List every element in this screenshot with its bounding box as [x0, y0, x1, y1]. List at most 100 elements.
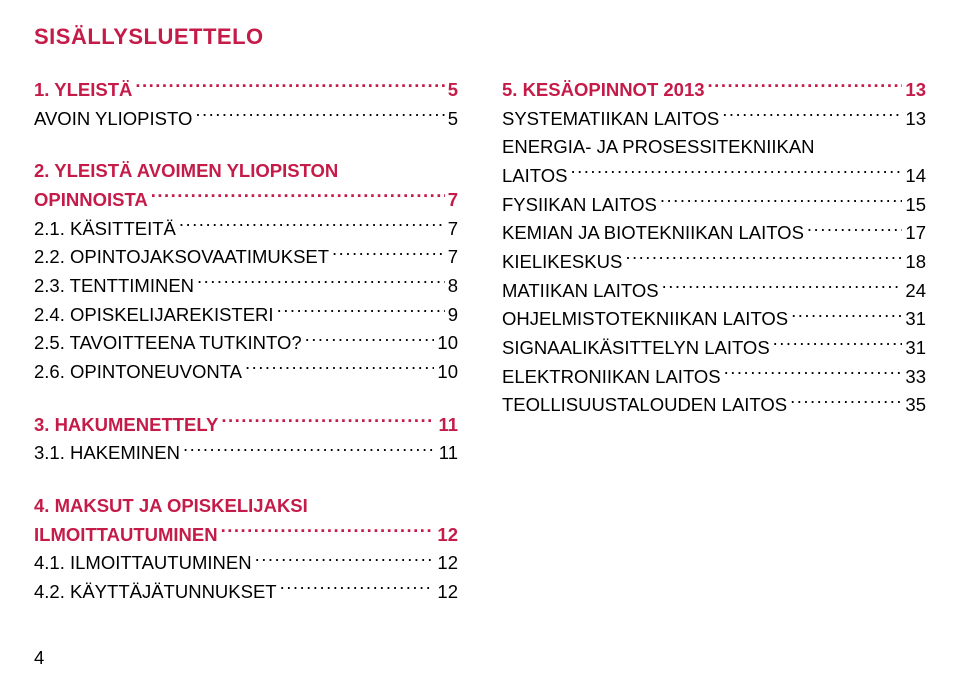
toc-entry: 3.1. HAKEMINEN 11 — [34, 439, 458, 468]
toc-entry: ENERGIA- JA PROSESSITEKNIIKAN LAITOS 14 — [502, 133, 926, 190]
toc-leader — [791, 307, 902, 326]
toc-entry-label: 3.1. HAKEMINEN — [34, 439, 180, 468]
toc-leader — [773, 336, 903, 355]
toc-entry: 3. HAKUMENETTELY 11 — [34, 411, 458, 440]
toc-entry-label: SIGNAALIKÄSITTELYN LAITOS — [502, 334, 770, 363]
toc-leader — [255, 551, 435, 570]
toc-entry-page: 35 — [905, 391, 926, 420]
toc-entry-label: 2.3. TENTTIMINEN — [34, 272, 194, 301]
toc-leader — [332, 245, 445, 264]
toc-entry: FYSIIKAN LAITOS 15 — [502, 191, 926, 220]
toc-entry-page: 7 — [448, 186, 458, 215]
toc-entry: OHJELMISTOTEKNIIKAN LAITOS 31 — [502, 305, 926, 334]
toc-entry-page: 12 — [437, 521, 458, 550]
toc-entry-label-line1: ENERGIA- JA PROSESSITEKNIIKAN — [502, 133, 926, 162]
toc-entry: KEMIAN JA BIOTEKNIIKAN LAITOS 17 — [502, 219, 926, 248]
toc-entry-label-line2: LAITOS — [502, 162, 567, 191]
toc-entry-page: 7 — [448, 243, 458, 272]
toc-entry-label: ELEKTRONIIKAN LAITOS — [502, 363, 721, 392]
toc-entry-label: 2.1. KÄSITTEITÄ — [34, 215, 176, 244]
toc-title: SISÄLLYSLUETTELO — [34, 24, 926, 50]
toc-entry: 2.4. OPISKELIJAREKISTERI 9 — [34, 301, 458, 330]
toc-entry: 2.2. OPINTOJAKSOVAATIMUKSET 7 — [34, 243, 458, 272]
toc-leader — [197, 274, 445, 293]
toc-entry: AVOIN YLIOPISTO 5 — [34, 105, 458, 134]
toc-leader — [708, 78, 903, 97]
toc-entry: ELEKTRONIIKAN LAITOS 33 — [502, 363, 926, 392]
toc-entry: 4.2. KÄYTTÄJÄTUNNUKSET 12 — [34, 578, 458, 607]
toc-left-column: 1. YLEISTÄ 5 AVOIN YLIOPISTO 5 2. YLEIST… — [34, 76, 458, 607]
toc-entry-page: 18 — [905, 248, 926, 277]
toc-leader — [245, 360, 434, 379]
toc-entry: KIELIKESKUS 18 — [502, 248, 926, 277]
toc-entry: SIGNAALIKÄSITTELYN LAITOS 31 — [502, 334, 926, 363]
toc-leader — [135, 78, 444, 97]
toc-entry: MATIIKAN LAITOS 24 — [502, 277, 926, 306]
toc-entry-page: 24 — [905, 277, 926, 306]
toc-entry: 2. YLEISTÄ AVOIMEN YLIOPISTON OPINNOISTA… — [34, 157, 458, 214]
toc-leader — [660, 192, 903, 211]
toc-entry-page: 17 — [905, 219, 926, 248]
toc-entry-label: 2.6. OPINTONEUVONTA — [34, 358, 242, 387]
toc-leader — [280, 580, 435, 599]
toc-leader — [724, 364, 903, 383]
toc-entry: 2.6. OPINTONEUVONTA 10 — [34, 358, 458, 387]
toc-entry-page: 12 — [437, 549, 458, 578]
toc-entry-page: 11 — [438, 411, 458, 440]
toc-entry-label-line1: 4. MAKSUT JA OPISKELIJAKSI — [34, 492, 458, 521]
toc-entry-label-line2: OPINNOISTA — [34, 186, 148, 215]
toc-entry-page: 5 — [448, 76, 458, 105]
toc-entry-label-line2: ILMOITTAUTUMINEN — [34, 521, 218, 550]
page-number: 4 — [34, 647, 44, 669]
toc-entry: 2.3. TENTTIMINEN 8 — [34, 272, 458, 301]
toc-entry-page: 31 — [905, 334, 926, 363]
toc-leader — [305, 331, 435, 350]
toc-entry-label: FYSIIKAN LAITOS — [502, 191, 657, 220]
toc-entry-label: KIELIKESKUS — [502, 248, 622, 277]
toc-leader — [221, 522, 435, 541]
toc-leader — [625, 250, 902, 269]
toc-entry: TEOLLISUUSTALOUDEN LAITOS 35 — [502, 391, 926, 420]
toc-entry-page: 15 — [905, 191, 926, 220]
toc-entry-page: 8 — [448, 272, 458, 301]
toc-entry: 5. KESÄOPINNOT 2013 13 — [502, 76, 926, 105]
toc-entry: 2.5. TAVOITTEENA TUTKINTO? 10 — [34, 329, 458, 358]
toc-entry: 4. MAKSUT JA OPISKELIJAKSI ILMOITTAUTUMI… — [34, 492, 458, 549]
toc-entry-label-line1: 2. YLEISTÄ AVOIMEN YLIOPISTON — [34, 157, 458, 186]
toc-leader — [722, 106, 902, 125]
toc-entry-label: 5. KESÄOPINNOT 2013 — [502, 76, 705, 105]
toc-columns: 1. YLEISTÄ 5 AVOIN YLIOPISTO 5 2. YLEIST… — [34, 76, 926, 607]
toc-entry-page: 14 — [905, 162, 926, 191]
toc-entry-label: 3. HAKUMENETTELY — [34, 411, 218, 440]
toc-entry-page: 31 — [905, 305, 926, 334]
toc-entry-label: KEMIAN JA BIOTEKNIIKAN LAITOS — [502, 219, 804, 248]
toc-entry-page: 13 — [905, 105, 926, 134]
toc-leader — [662, 278, 903, 297]
toc-leader — [277, 302, 445, 321]
toc-entry: SYSTEMATIIKAN LAITOS 13 — [502, 105, 926, 134]
toc-leader — [790, 393, 902, 412]
toc-entry-label: 1. YLEISTÄ — [34, 76, 132, 105]
toc-entry-label: TEOLLISUUSTALOUDEN LAITOS — [502, 391, 787, 420]
toc-right-column: 5. KESÄOPINNOT 2013 13 SYSTEMATIIKAN LAI… — [502, 76, 926, 607]
toc-leader — [570, 164, 902, 183]
toc-entry-page: 13 — [905, 76, 926, 105]
toc-leader — [221, 412, 435, 431]
toc-entry: 2.1. KÄSITTEITÄ 7 — [34, 215, 458, 244]
toc-leader — [807, 221, 903, 240]
toc-entry-page: 11 — [439, 439, 458, 468]
toc-entry-page: 33 — [905, 363, 926, 392]
toc-leader — [179, 216, 445, 235]
toc-entry-label: 2.5. TAVOITTEENA TUTKINTO? — [34, 329, 302, 358]
toc-entry: 1. YLEISTÄ 5 — [34, 76, 458, 105]
toc-entry-page: 10 — [437, 358, 458, 387]
toc-entry-label: SYSTEMATIIKAN LAITOS — [502, 105, 719, 134]
toc-leader — [151, 188, 445, 207]
toc-entry-label: 4.1. ILMOITTAUTUMINEN — [34, 549, 252, 578]
toc-entry-page: 10 — [437, 329, 458, 358]
toc-entry-label: 2.2. OPINTOJAKSOVAATIMUKSET — [34, 243, 329, 272]
toc-entry-page: 9 — [448, 301, 458, 330]
toc-entry-label: MATIIKAN LAITOS — [502, 277, 659, 306]
toc-entry-label: OHJELMISTOTEKNIIKAN LAITOS — [502, 305, 788, 334]
toc-entry-label: AVOIN YLIOPISTO — [34, 105, 192, 134]
